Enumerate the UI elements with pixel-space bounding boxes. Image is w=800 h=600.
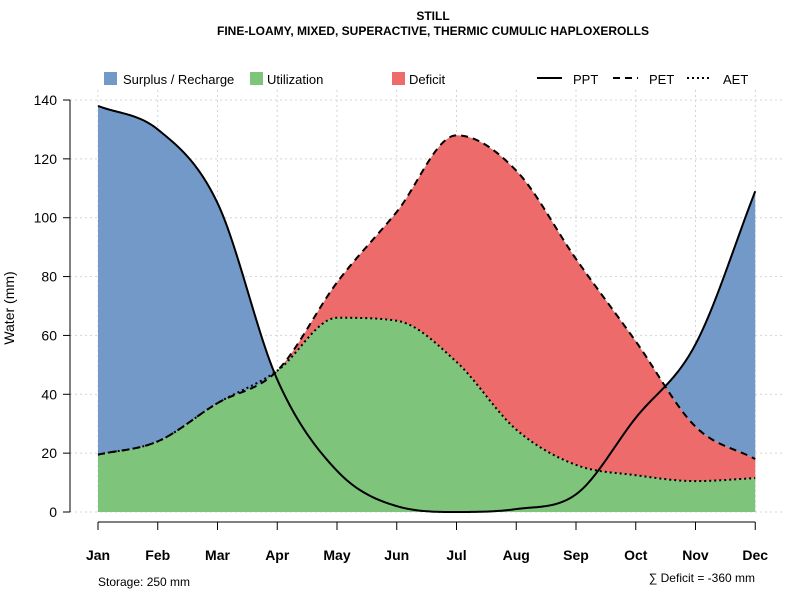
legend: Surplus / Recharge Utilization Deficit P… bbox=[104, 72, 748, 87]
y-tick-label: 120 bbox=[34, 151, 58, 167]
x-tick-label: Feb bbox=[145, 547, 170, 563]
area-surplus-recharge bbox=[98, 105, 756, 460]
legend-label-surplus: Surplus / Recharge bbox=[123, 72, 234, 87]
y-tick-label: 20 bbox=[41, 445, 57, 461]
x-tick-label: Sep bbox=[563, 547, 589, 563]
x-tick-label: May bbox=[323, 547, 350, 563]
x-tick-label: Dec bbox=[742, 547, 768, 563]
y-tick-label: 80 bbox=[41, 269, 57, 285]
x-tick-label: Mar bbox=[205, 547, 230, 563]
area-deficit bbox=[98, 135, 756, 482]
chart-subtitle: FINE-LOAMY, MIXED, SUPERACTIVE, THERMIC … bbox=[217, 24, 649, 38]
y-tick-label: 140 bbox=[34, 92, 58, 108]
y-tick-label: 0 bbox=[49, 504, 57, 520]
legend-label-ppt: PPT bbox=[573, 72, 598, 87]
y-tick-label: 40 bbox=[41, 386, 57, 402]
x-tick-label: Nov bbox=[682, 547, 709, 563]
legend-label-utilization: Utilization bbox=[267, 72, 323, 87]
line-aet bbox=[97, 316, 756, 483]
legend-label-aet: AET bbox=[723, 72, 748, 87]
chart-title: STILL bbox=[416, 9, 449, 23]
legend-swatch-deficit bbox=[392, 72, 405, 85]
line-ppt bbox=[97, 104, 757, 513]
plot-area: 0 20 40 60 80 100 120 140 Jan Feb Mar Apr May Jun Jul A… bbox=[34, 90, 782, 563]
storage-note: Storage: 250 mm bbox=[98, 575, 190, 589]
x-tick-label: Jul bbox=[446, 547, 466, 563]
deficit-note: ∑ Deficit = -360 mm bbox=[649, 571, 755, 585]
x-tick-label: Oct bbox=[624, 547, 648, 563]
x-tick-label: Apr bbox=[265, 547, 290, 563]
y-axis-label: Water (mm) bbox=[1, 271, 17, 344]
x-tick-label: Jun bbox=[384, 547, 409, 563]
legend-label-pet: PET bbox=[649, 72, 674, 87]
y-tick-label: 100 bbox=[34, 210, 58, 226]
area-utilization bbox=[98, 317, 756, 512]
x-tick-label: Jan bbox=[86, 547, 110, 563]
legend-label-deficit: Deficit bbox=[409, 72, 446, 87]
legend-swatch-utilization bbox=[250, 72, 263, 85]
y-tick-label: 60 bbox=[41, 327, 57, 343]
x-tick-label: Aug bbox=[503, 547, 530, 563]
legend-swatch-surplus bbox=[104, 72, 117, 85]
